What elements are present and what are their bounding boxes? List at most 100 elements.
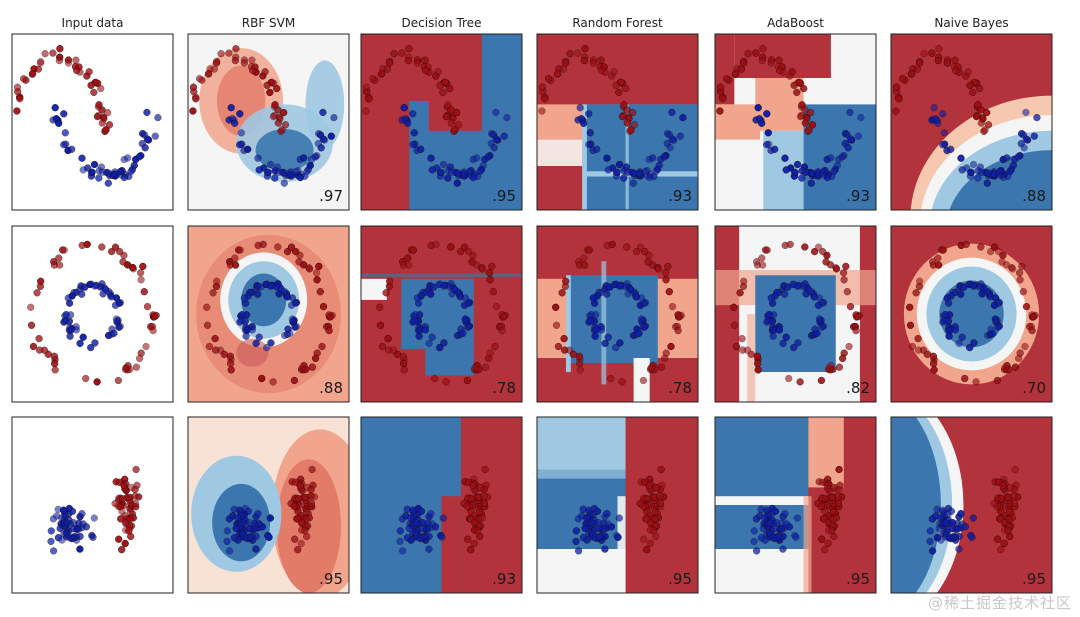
data-point <box>580 119 588 127</box>
data-point <box>732 342 741 351</box>
data-point <box>934 56 943 65</box>
data-point <box>385 59 394 67</box>
data-point <box>781 510 789 518</box>
data-point <box>945 332 953 340</box>
data-point <box>824 518 833 527</box>
data-point <box>892 107 900 115</box>
data-point <box>436 81 444 89</box>
decision-surface <box>537 417 698 593</box>
data-point <box>934 261 943 269</box>
data-point <box>400 104 408 112</box>
decision-surface <box>537 226 698 402</box>
data-point <box>135 354 144 363</box>
data-point <box>560 346 569 354</box>
data-point <box>1001 364 1009 372</box>
data-point <box>753 352 762 360</box>
data-point <box>814 243 823 251</box>
decision-surface <box>361 34 522 210</box>
score-label: .82 <box>846 379 870 397</box>
data-point <box>616 339 624 347</box>
data-point <box>227 366 235 374</box>
panel-frame <box>360 416 523 594</box>
data-point <box>832 265 841 273</box>
data-point <box>205 69 213 78</box>
data-point <box>964 68 972 76</box>
data-point <box>78 290 86 298</box>
data-point <box>757 534 766 542</box>
data-point <box>110 329 118 337</box>
data-point <box>651 508 660 516</box>
panel-moons-3: Random Forest .93 <box>536 16 699 211</box>
data-point <box>972 378 980 386</box>
data-point <box>782 520 790 528</box>
data-point <box>142 342 150 351</box>
column-title: AdaBoost <box>767 16 824 30</box>
data-point <box>384 346 393 354</box>
data-point <box>805 126 813 134</box>
data-point <box>60 246 68 254</box>
data-point <box>758 56 767 65</box>
panel-frame <box>714 33 877 211</box>
data-point <box>259 240 267 249</box>
data-point <box>428 520 436 528</box>
data-point <box>845 342 853 351</box>
data-point <box>846 108 854 117</box>
data-point <box>151 132 159 140</box>
data-point <box>615 88 623 97</box>
data-point <box>1011 363 1020 371</box>
panel-frame <box>714 416 877 594</box>
data-point <box>90 514 98 522</box>
data-point <box>993 376 1002 385</box>
data-point <box>1004 527 1012 535</box>
data-point <box>76 339 84 348</box>
data-point <box>679 113 687 122</box>
data-point <box>593 507 602 515</box>
data-point <box>793 514 801 522</box>
data-point <box>398 49 406 57</box>
panel-circles-5: .70 <box>890 225 1053 403</box>
data-point <box>480 499 489 508</box>
data-point <box>597 56 605 64</box>
data-point <box>819 168 827 176</box>
data-point <box>804 285 813 293</box>
data-point <box>668 108 676 117</box>
data-point <box>325 326 333 335</box>
data-point <box>317 144 325 152</box>
data-point <box>779 339 787 348</box>
data-point <box>115 299 123 307</box>
data-point <box>296 481 304 490</box>
data-point <box>983 108 991 117</box>
data-point <box>453 179 461 187</box>
data-point <box>730 303 738 311</box>
data-point <box>428 333 436 341</box>
data-point <box>908 342 917 351</box>
data-point <box>753 359 762 368</box>
data-point <box>1022 108 1030 117</box>
data-point <box>818 299 826 307</box>
decision-surface <box>12 34 173 210</box>
data-point <box>906 321 915 329</box>
panel-circles-1: .88 <box>187 225 350 403</box>
data-point <box>594 519 603 527</box>
data-point <box>54 534 63 542</box>
data-point <box>464 535 472 543</box>
data-point <box>313 276 321 284</box>
data-point <box>203 303 211 311</box>
data-point <box>790 343 798 352</box>
data-point <box>27 321 36 329</box>
data-point <box>966 343 974 352</box>
data-point <box>442 112 451 121</box>
data-point <box>465 247 473 256</box>
data-point <box>319 108 327 117</box>
decision-surface <box>891 417 1052 593</box>
data-point <box>912 289 920 297</box>
data-point <box>264 168 272 176</box>
data-point <box>463 502 471 510</box>
data-point <box>488 262 496 271</box>
data-point <box>439 514 447 522</box>
data-point <box>656 499 665 508</box>
data-point <box>425 545 433 553</box>
data-point <box>399 359 408 368</box>
panel-frame <box>536 225 699 403</box>
data-point <box>782 166 790 174</box>
